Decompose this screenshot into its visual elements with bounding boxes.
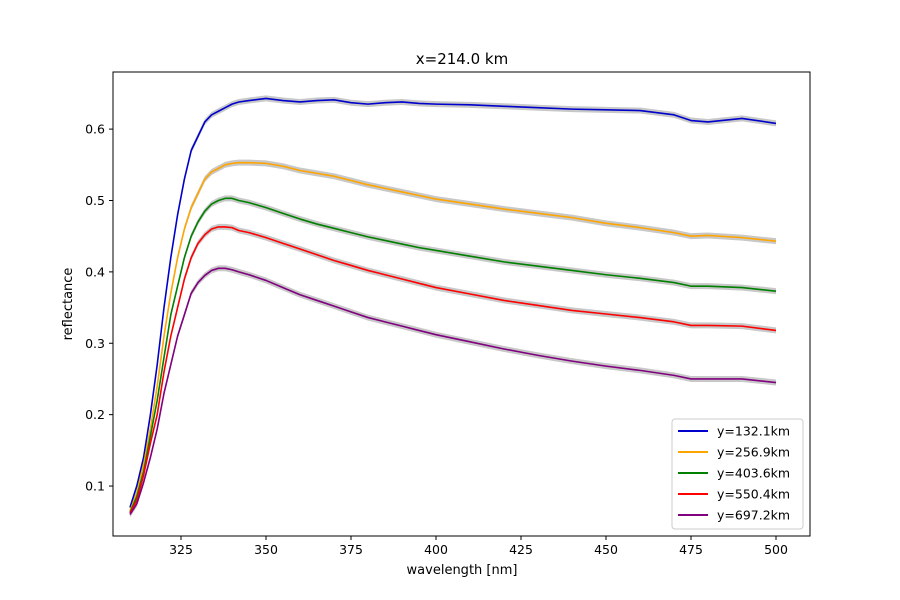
x-tick-label: 500 [764,542,788,557]
uncertainty-band [130,223,776,517]
series-line [129,226,777,514]
y-tick-label: 0.1 [85,479,105,494]
x-tick-label: 400 [424,542,448,557]
chart-title: x=214.0 km [416,50,508,68]
y-axis-ticks: 0.1 0.2 0.3 0.4 0.5 0.6 [85,122,113,494]
y-tick-label: 0.2 [85,407,105,422]
x-tick-label: 450 [594,542,618,557]
legend: y=132.1km y=256.9km y=403.6km y=550.4km y=69… [671,418,804,530]
legend-label: y=403.6km [717,466,790,481]
x-tick-label: 350 [254,542,278,557]
uncertainty-band [130,265,776,518]
legend-box [671,418,804,530]
series-line [129,267,777,516]
y-tick-label: 0.6 [85,122,105,137]
legend-label: y=550.4km [717,487,790,502]
series-line [129,197,777,513]
series-line [129,97,777,508]
legend-label: y=256.9km [717,445,790,460]
x-tick-label: 475 [679,542,703,557]
x-tick-label: 325 [169,542,193,557]
series-line [129,161,777,512]
y-tick-label: 0.3 [85,336,105,351]
plot-frame [112,71,811,537]
x-tick-label: 375 [339,542,363,557]
x-axis-ticks: 325 350 375 400 425 450 475 500 [169,536,788,557]
y-axis-label: reflectance [61,268,76,341]
legend-label: y=132.1km [717,424,790,439]
series-lines [129,97,777,516]
y-tick-label: 0.4 [85,264,105,279]
x-tick-label: 425 [509,542,533,557]
x-axis-label: wavelength [nm] [407,563,518,578]
legend-label: y=697.2km [717,508,790,523]
y-tick-label: 0.5 [85,193,105,208]
